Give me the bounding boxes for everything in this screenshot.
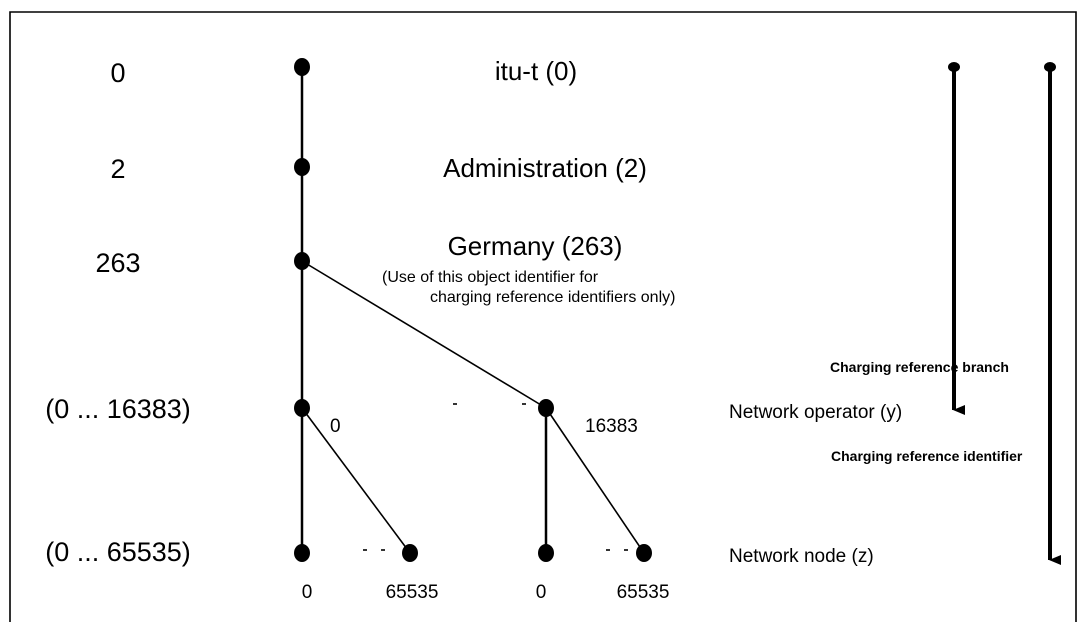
germany-to-operator-line bbox=[301, 260, 547, 409]
operator-b-to-node-line bbox=[545, 407, 645, 554]
germany-label: Germany (263) bbox=[448, 231, 623, 261]
germany-note-line-2: charging reference identifiers only) bbox=[430, 289, 675, 306]
charging-reference-identifier-label: Charging reference identifier bbox=[831, 448, 1023, 464]
node-network-node-a-first bbox=[294, 544, 310, 562]
node-germany bbox=[294, 252, 310, 270]
level-label-operator-range: (0 ... 16383) bbox=[45, 394, 191, 424]
node-a-last-number: 65535 bbox=[386, 582, 439, 603]
node-a-first-number: 0 bbox=[302, 582, 313, 603]
network-node-label: Network node (z) bbox=[729, 546, 874, 567]
charging-reference-branch-label: Charging reference branch bbox=[830, 359, 1009, 375]
itu-t-label: itu-t (0) bbox=[495, 56, 577, 86]
level-label-node-range: (0 ... 65535) bbox=[45, 537, 191, 567]
diagram-frame bbox=[9, 11, 1077, 622]
operator-a-to-node-line bbox=[301, 407, 411, 554]
node-network-node-b-last bbox=[636, 544, 652, 562]
network-operator-label: Network operator (y) bbox=[729, 402, 902, 423]
operator-first-number: 0 bbox=[330, 416, 341, 437]
node-itu-t bbox=[294, 58, 310, 76]
operator-last-number: 16383 bbox=[585, 416, 638, 437]
administration-label: Administration (2) bbox=[443, 153, 647, 183]
node-administration bbox=[294, 158, 310, 176]
germany-note-line-1: (Use of this object identifier for bbox=[382, 269, 599, 286]
node-network-node-a-last bbox=[402, 544, 418, 562]
node-operator-last bbox=[538, 399, 554, 417]
node-network-node-b-first bbox=[538, 544, 554, 562]
node-b-first-number: 0 bbox=[536, 582, 547, 603]
node-b-last-number: 65535 bbox=[617, 582, 670, 603]
node-operator-first bbox=[294, 399, 310, 417]
level-label-2: 2 bbox=[110, 154, 125, 184]
level-label-0: 0 bbox=[110, 58, 125, 88]
level-label-263: 263 bbox=[95, 248, 140, 278]
